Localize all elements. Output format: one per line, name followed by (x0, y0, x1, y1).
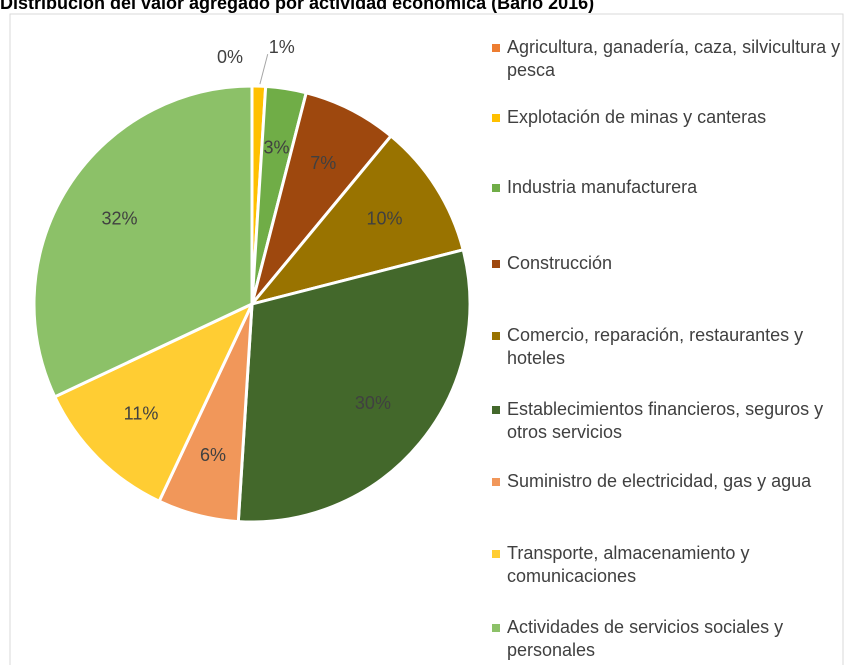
legend-label: Agricultura, ganadería, caza, silvicultu… (507, 37, 841, 80)
leader-line (259, 53, 269, 85)
data-label: 30% (355, 393, 391, 413)
legend-label: Actividades de servicios sociales y pers… (507, 617, 784, 660)
legend-swatch (492, 332, 500, 340)
data-label: 10% (367, 209, 403, 229)
pie-slice (52, 300, 256, 504)
data-label: 3% (264, 138, 290, 158)
legend-label: Comercio, reparación, restaurantes y hot… (507, 325, 804, 368)
pie-slice (236, 247, 472, 524)
data-label: 11% (124, 404, 159, 424)
data-label: 1% (269, 37, 295, 57)
legend-swatch (492, 624, 500, 632)
legend-swatch (492, 114, 500, 122)
pie-slice (32, 84, 254, 399)
data-label: 0% (217, 47, 243, 67)
legend-swatch (492, 260, 500, 268)
data-label: 32% (101, 209, 137, 229)
legend-label: Suministro de electricidad, gas y agua (507, 471, 812, 491)
legend-swatch (492, 44, 500, 52)
legend-swatch (492, 184, 500, 192)
legend-swatch (492, 478, 500, 486)
legend-swatch (492, 406, 500, 414)
legend-label: Industria manufacturera (507, 177, 698, 197)
chart-frame (9, 13, 844, 665)
legend-label: Transporte, almacenamiento y comunicacio… (507, 543, 750, 586)
legend-label: Establecimientos financieros, seguros y … (507, 399, 824, 442)
legend-label: Construcción (507, 253, 613, 273)
data-label: 6% (200, 445, 226, 465)
legend-label: Explotación de minas y canteras (507, 107, 767, 127)
legend-swatch (492, 550, 500, 558)
chart-title: Distribución del valor agregado por acti… (0, 0, 594, 13)
data-label: 7% (310, 153, 336, 173)
